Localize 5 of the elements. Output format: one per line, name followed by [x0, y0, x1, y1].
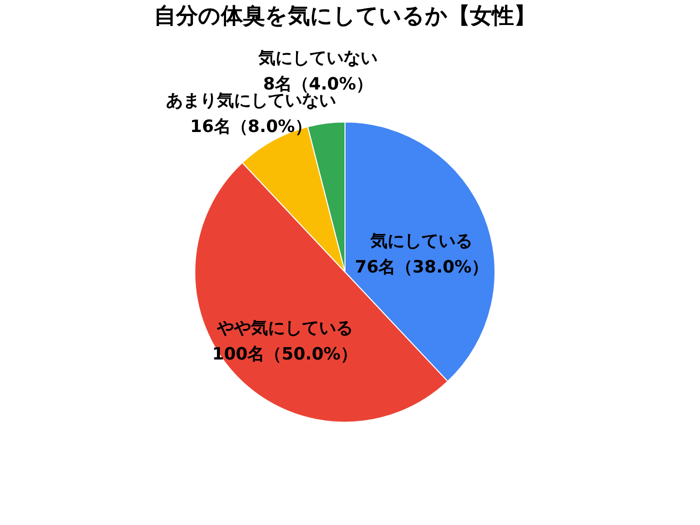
chart-title: 自分の体臭を気にしているか【女性】 [154, 4, 536, 29]
slice-label: 気にしている [370, 232, 473, 252]
slice-label: やや気にしている [216, 318, 353, 338]
slice-label: 気にしていない [258, 48, 378, 69]
data-label: 76名（38.0%） [354, 258, 489, 278]
